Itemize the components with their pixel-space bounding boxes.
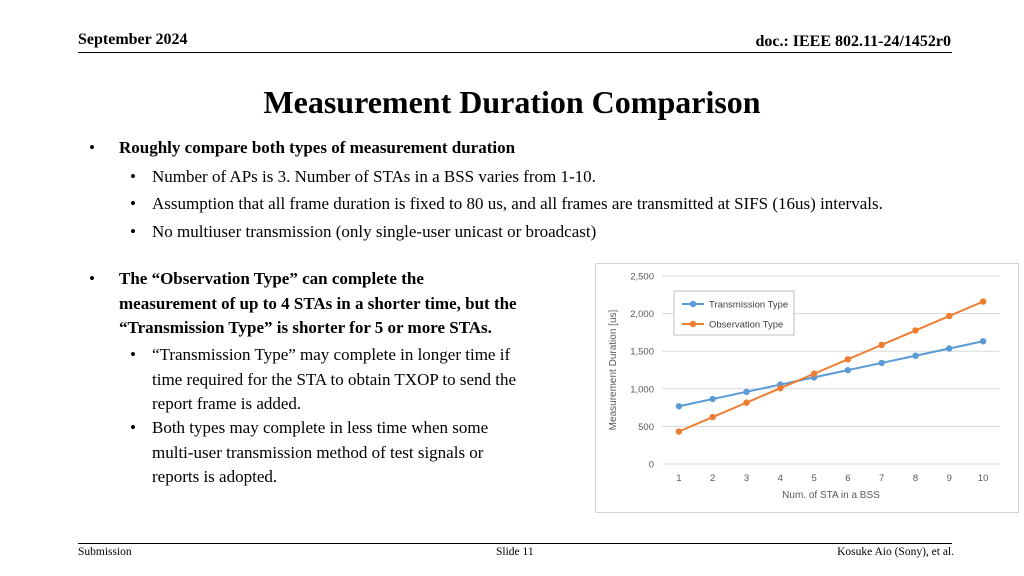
series-point-0 bbox=[743, 388, 750, 396]
bullet-line: reports is adopted. bbox=[152, 467, 278, 486]
y-tick-label: 500 bbox=[638, 422, 654, 433]
legend-swatch-marker bbox=[689, 320, 697, 328]
series-point-1 bbox=[946, 312, 953, 320]
x-tick-label: 7 bbox=[879, 473, 884, 484]
bullet-main-top: Roughly compare both types of measuremen… bbox=[89, 136, 515, 161]
bullet-line: multi-user transmission method of test s… bbox=[152, 442, 484, 462]
x-tick-label: 5 bbox=[811, 473, 816, 484]
bullet-line: “Transmission Type” is shorter for 5 or … bbox=[119, 318, 492, 337]
series-point-0 bbox=[946, 345, 953, 352]
footer-slide-number: Slide 11 bbox=[496, 546, 534, 558]
x-axis-title: Num. of STA in a BSS bbox=[782, 490, 880, 501]
x-tick-label: 10 bbox=[978, 473, 989, 484]
y-tick-label: 1,500 bbox=[630, 347, 654, 358]
series-line-1 bbox=[678, 300, 984, 433]
bullet-line: The “Observation Type” can complete the bbox=[119, 269, 424, 288]
series-point-1 bbox=[743, 399, 750, 406]
legend-label: Observation Type bbox=[709, 320, 783, 331]
legend-box bbox=[673, 290, 795, 336]
series-point-1 bbox=[979, 298, 987, 305]
y-axis-title: Measurement Duration [us] bbox=[608, 309, 619, 430]
series-point-0 bbox=[878, 359, 885, 367]
bullet-line: Both types may complete in less time whe… bbox=[152, 418, 489, 437]
series-point-1 bbox=[844, 356, 852, 363]
x-tick-label: 3 bbox=[744, 473, 749, 484]
y-tick-label: 1,000 bbox=[630, 384, 654, 395]
series-point-1 bbox=[810, 370, 818, 377]
series-point-1 bbox=[675, 428, 683, 435]
bullet-line: measurement of up to 4 STAs in a shorter… bbox=[119, 293, 517, 313]
sub-bullet-txop: “Transmission Type” may complete in long… bbox=[130, 343, 517, 417]
x-tick-label: 9 bbox=[947, 473, 952, 484]
series-point-0 bbox=[709, 395, 716, 403]
series-point-1 bbox=[777, 384, 784, 392]
x-tick-label: 6 bbox=[845, 473, 850, 484]
series-point-0 bbox=[979, 338, 987, 345]
series-point-0 bbox=[844, 366, 852, 374]
bullet-main-observation: The “Observation Type” can complete the … bbox=[89, 267, 517, 341]
sub-bullet-no-multiuser: No multiuser transmission (only single-u… bbox=[130, 220, 596, 245]
series-point-1 bbox=[878, 341, 885, 349]
bullet-line: time required for the STA to obtain TXOP… bbox=[152, 369, 517, 389]
header-date: September 2024 bbox=[78, 31, 188, 48]
series-point-0 bbox=[675, 403, 683, 410]
y-tick-label: 0 bbox=[649, 460, 654, 471]
slide-title: Measurement Duration Comparison bbox=[263, 84, 761, 120]
x-tick-label: 1 bbox=[676, 473, 681, 484]
header-doc-id: doc.: IEEE 802.11-24/1452r0 bbox=[755, 33, 951, 50]
series-point-1 bbox=[912, 327, 919, 334]
legend-label: Transmission Type bbox=[709, 300, 788, 311]
sub-bullet-frame-assumption: Assumption that all frame duration is fi… bbox=[130, 192, 883, 217]
duration-line-chart: 0 500 1,000 1,500 2,000 2,500 1 2 3 4 5 6 7 8 9 10 Num. … bbox=[608, 272, 1000, 501]
bullet-line: “Transmission Type” may complete in long… bbox=[152, 345, 511, 364]
y-tick-label: 2,000 bbox=[630, 309, 654, 320]
footer-author: Kosuke Aio (Sony), et al. bbox=[837, 546, 954, 558]
header-rule bbox=[78, 52, 952, 53]
series-point-1 bbox=[709, 413, 716, 421]
footer-submission: Submission bbox=[78, 546, 132, 558]
series-point-0 bbox=[912, 352, 919, 359]
sub-bullet-aps-stas: Number of APs is 3. Number of STAs in a … bbox=[130, 165, 596, 190]
legend-swatch-marker bbox=[689, 300, 697, 308]
x-tick-label: 4 bbox=[778, 473, 783, 484]
chart-frame: 0 500 1,000 1,500 2,000 2,500 1 2 3 4 5 6 7 8 9 10 Num. … bbox=[595, 263, 1019, 513]
sub-bullet-multiuser-method: Both types may complete in less time whe… bbox=[130, 416, 489, 490]
x-tick-label: 2 bbox=[710, 473, 715, 484]
bullet-line: report frame is added. bbox=[152, 394, 302, 413]
y-tick-label: 2,500 bbox=[630, 272, 654, 283]
x-tick-label: 8 bbox=[913, 473, 918, 484]
footer-rule bbox=[78, 543, 952, 544]
series-line-0 bbox=[678, 340, 984, 408]
